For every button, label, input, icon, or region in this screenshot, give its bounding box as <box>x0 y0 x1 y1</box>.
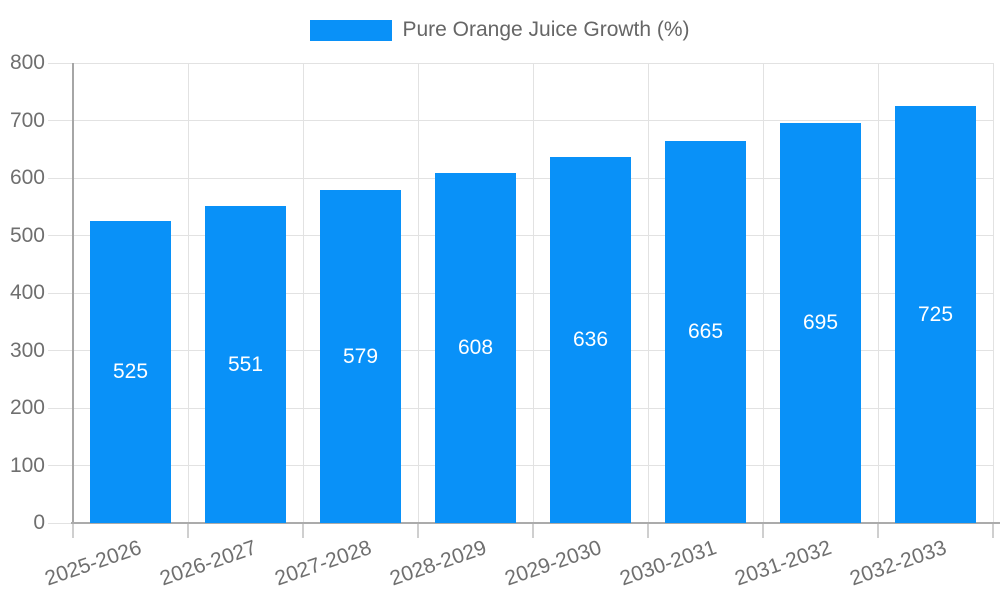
bar-value-label: 608 <box>457 336 494 360</box>
bar[interactable] <box>895 106 976 523</box>
legend-swatch <box>310 19 393 41</box>
y-tick-label: 200 <box>9 396 45 419</box>
x-gridline <box>992 63 994 523</box>
bar-value-label: 695 <box>802 311 839 335</box>
y-gridline <box>48 407 993 409</box>
x-gridline <box>762 63 764 523</box>
y-tick-label: 300 <box>9 338 45 362</box>
plot-area: 0 100 200 300 400 500 600 700 800 525 551 579 608 636… <box>10 51 1000 590</box>
y-tick-label: 100 <box>9 453 45 477</box>
bar-value-label: 579 <box>342 344 379 368</box>
y-tick-label: 400 <box>9 281 45 304</box>
y-axis-line <box>72 63 74 523</box>
bar-value-label: 725 <box>917 302 954 326</box>
y-gridline <box>48 62 993 64</box>
x-tick <box>187 523 189 538</box>
bar-value-label: 636 <box>572 328 609 352</box>
bar[interactable] <box>205 206 286 523</box>
bar-value-label: 665 <box>687 319 724 343</box>
bar[interactable] <box>780 123 861 523</box>
x-gridline <box>187 63 189 523</box>
x-gridline <box>302 63 304 523</box>
y-tick-label: 700 <box>9 108 45 132</box>
x-gridline <box>417 63 419 523</box>
x-tick <box>992 523 994 538</box>
bar-value-label: 551 <box>227 352 264 376</box>
x-tick <box>72 523 74 538</box>
x-tick <box>417 523 419 538</box>
x-gridline <box>877 63 879 523</box>
bar[interactable] <box>550 157 631 523</box>
bar[interactable] <box>665 140 746 523</box>
y-gridline <box>48 292 993 294</box>
y-tick-label: 800 <box>9 51 45 74</box>
x-gridline <box>647 63 649 523</box>
x-tick <box>532 523 534 538</box>
legend[interactable]: Pure Orange Juice Growth (%) <box>0 18 1000 42</box>
bar[interactable] <box>320 190 401 523</box>
bar-value-label: 525 <box>112 360 149 384</box>
y-gridline <box>48 350 993 351</box>
x-tick <box>302 523 304 538</box>
x-gridline <box>532 63 534 523</box>
x-axis-line <box>71 522 1000 524</box>
y-gridline <box>48 120 993 121</box>
x-tick <box>647 523 649 538</box>
y-tick-label: 0 <box>33 511 45 534</box>
x-tick <box>877 523 879 538</box>
y-gridline <box>48 465 993 466</box>
y-gridline <box>48 235 993 236</box>
y-tick-label: 600 <box>9 166 45 189</box>
x-tick <box>762 523 764 538</box>
bar[interactable] <box>435 173 516 523</box>
bar[interactable] <box>90 221 171 523</box>
y-tick-label: 500 <box>9 223 45 247</box>
legend-label: Pure Orange Juice Growth (%) <box>402 18 690 41</box>
y-gridline <box>48 177 993 179</box>
